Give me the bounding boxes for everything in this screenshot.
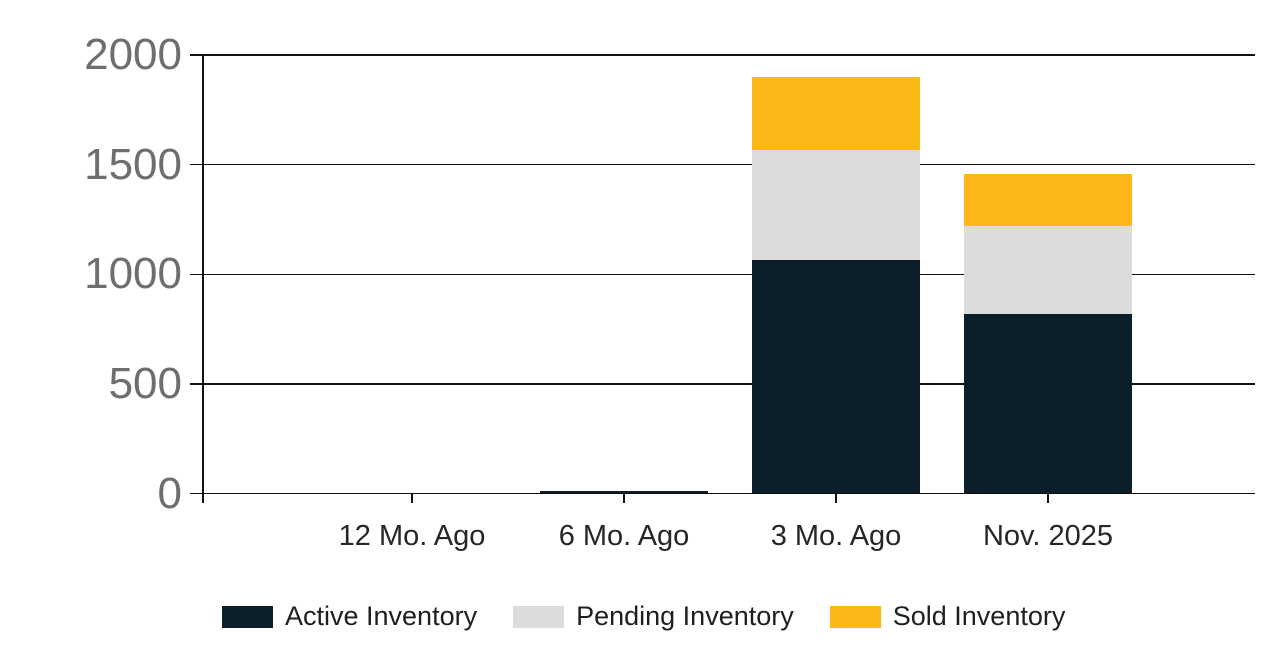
bar-nov-2025-pending-inventory[interactable] (964, 226, 1132, 314)
y-axis-tick-label-500: 500 (108, 358, 182, 408)
x-axis-tick-6-mo-ago (623, 493, 625, 503)
bar-nov-2025-active-inventory[interactable] (964, 313, 1132, 494)
legend-swatch-sold-inventory (829, 605, 881, 628)
bar-3-mo-ago-sold-inventory[interactable] (752, 76, 920, 151)
x-axis-category-label-6-mo-ago: 6 Mo. Ago (558, 520, 690, 552)
legend-item-pending-inventory[interactable]: Pending Inventory (513, 603, 794, 630)
gridline-2000 (190, 54, 1255, 56)
x-axis-tick-nov-2025 (1047, 493, 1049, 503)
gridline-500 (190, 383, 1255, 385)
x-axis-tick-12-mo-ago (411, 493, 413, 503)
legend-item-sold-inventory[interactable]: Sold Inventory (829, 601, 1066, 631)
x-axis-category-label-12-mo-ago: 12 Mo. Ago (338, 520, 486, 552)
bar-6-mo-ago-active-inventory[interactable] (540, 491, 708, 494)
legend-label-active-inventory: Active Inventory (285, 601, 478, 631)
x-axis-tick-3-mo-ago (835, 493, 837, 503)
x-axis-baseline (190, 492, 1255, 495)
legend-label-pending-inventory: Pending Inventory (576, 601, 794, 631)
legend-swatch-pending-inventory (513, 605, 565, 628)
bar-3-mo-ago-active-inventory[interactable] (752, 259, 920, 494)
x-axis-category-label-3-mo-ago: 3 Mo. Ago (770, 520, 902, 552)
bar-nov-2025-sold-inventory[interactable] (964, 174, 1132, 226)
legend-label-sold-inventory: Sold Inventory (892, 601, 1066, 631)
gridline-1000 (190, 273, 1255, 275)
y-axis-tick-label-1500: 1500 (84, 139, 182, 189)
y-axis-tick-label-0: 0 (157, 468, 182, 518)
x-axis-category-label-nov-2025: Nov. 2025 (982, 520, 1114, 552)
legend-swatch-active-inventory (222, 605, 273, 628)
gridline-1500 (190, 163, 1255, 166)
legend-item-active-inventory[interactable]: Active Inventory (222, 603, 477, 630)
y-axis-tick-label-1000: 1000 (84, 249, 182, 299)
y-axis-tick-label-2000: 2000 (84, 30, 182, 79)
bar-3-mo-ago-pending-inventory[interactable] (752, 150, 920, 260)
chart-legend: Active Inventory Pending Inventory Sold In… (222, 603, 1065, 630)
y-axis-line (202, 55, 204, 503)
